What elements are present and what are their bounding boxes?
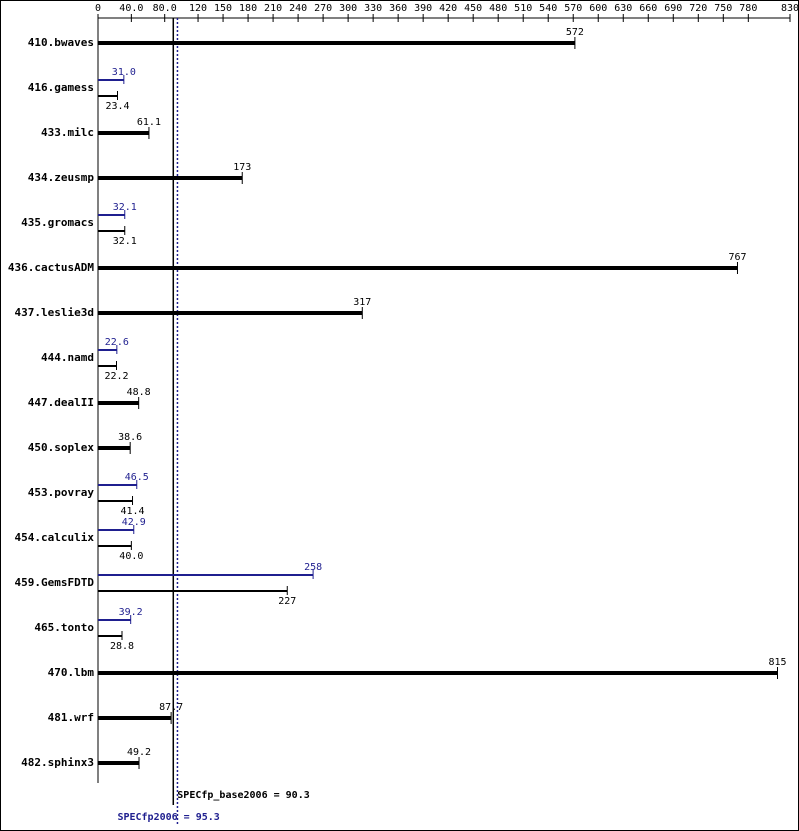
value-label: 28.8 bbox=[110, 641, 134, 652]
value-label: 41.4 bbox=[120, 506, 144, 517]
value-label: 32.1 bbox=[113, 236, 137, 247]
x-tick-label: 830 bbox=[781, 3, 799, 14]
value-label: 31.0 bbox=[112, 67, 136, 78]
bar bbox=[98, 635, 123, 637]
bar bbox=[98, 401, 139, 405]
x-tick-label: 570 bbox=[564, 3, 582, 14]
x-tick-label: 0 bbox=[95, 3, 101, 14]
category-label: 459.GemsFDTD bbox=[15, 576, 95, 589]
bar bbox=[98, 95, 118, 97]
value-label: 227 bbox=[278, 596, 296, 607]
x-tick-label: 450 bbox=[464, 3, 482, 14]
value-label: 258 bbox=[304, 562, 322, 573]
value-label: 39.2 bbox=[119, 607, 143, 618]
bar bbox=[98, 41, 575, 45]
category-label: 410.bwaves bbox=[28, 36, 94, 49]
value-label: 87.7 bbox=[159, 702, 183, 713]
bar bbox=[98, 529, 134, 531]
value-label: 767 bbox=[728, 252, 746, 263]
value-label: 815 bbox=[768, 657, 786, 668]
x-tick-label: 660 bbox=[639, 3, 657, 14]
x-tick-label: 390 bbox=[414, 3, 432, 14]
value-label: 317 bbox=[353, 297, 371, 308]
category-label: 482.sphinx3 bbox=[21, 756, 94, 769]
value-label: 49.2 bbox=[127, 747, 151, 758]
bar bbox=[98, 545, 132, 547]
bar bbox=[98, 484, 137, 486]
bar bbox=[98, 671, 778, 675]
x-tick-label: 360 bbox=[389, 3, 407, 14]
bar bbox=[98, 131, 149, 135]
bar bbox=[98, 176, 243, 180]
value-label: 46.5 bbox=[125, 472, 149, 483]
x-tick-label: 690 bbox=[664, 3, 682, 14]
category-label: 447.dealII bbox=[28, 396, 94, 409]
x-tick-label: 600 bbox=[589, 3, 607, 14]
value-label: 22.2 bbox=[104, 371, 128, 382]
bar bbox=[98, 214, 125, 216]
x-tick-label: 540 bbox=[539, 3, 557, 14]
bar bbox=[98, 619, 131, 621]
bar bbox=[98, 365, 117, 367]
value-label: 48.8 bbox=[127, 387, 151, 398]
x-tick-label: 510 bbox=[514, 3, 532, 14]
x-tick-label: 150 bbox=[214, 3, 232, 14]
category-label: 444.namd bbox=[41, 351, 94, 364]
x-tick-label: 720 bbox=[689, 3, 707, 14]
bar bbox=[98, 716, 172, 720]
bar bbox=[98, 446, 131, 450]
bar bbox=[98, 500, 133, 502]
value-label: 173 bbox=[233, 162, 251, 173]
bar bbox=[98, 574, 314, 576]
x-tick-label: 330 bbox=[364, 3, 382, 14]
x-tick-label: 630 bbox=[614, 3, 632, 14]
category-label: 453.povray bbox=[28, 486, 95, 499]
x-tick-label: 750 bbox=[714, 3, 732, 14]
x-tick-label: 120 bbox=[189, 3, 207, 14]
category-label: 470.lbm bbox=[48, 666, 95, 679]
value-label: 61.1 bbox=[137, 117, 161, 128]
value-label: 42.9 bbox=[122, 517, 146, 528]
bar bbox=[98, 311, 363, 315]
category-label: 433.milc bbox=[41, 126, 94, 139]
category-label: 435.gromacs bbox=[21, 216, 94, 229]
bar bbox=[98, 349, 117, 351]
category-label: 434.zeusmp bbox=[28, 171, 95, 184]
x-tick-label: 40.0 bbox=[119, 3, 143, 14]
x-tick-label: 480 bbox=[489, 3, 507, 14]
value-label: 40.0 bbox=[119, 551, 143, 562]
category-label: 416.gamess bbox=[28, 81, 94, 94]
x-tick-label: 270 bbox=[314, 3, 332, 14]
x-tick-label: 420 bbox=[439, 3, 457, 14]
value-label: 572 bbox=[566, 27, 584, 38]
x-tick-label: 80.0 bbox=[153, 3, 177, 14]
category-label: 481.wrf bbox=[48, 711, 94, 724]
bar bbox=[98, 79, 124, 81]
value-label: 22.6 bbox=[105, 337, 129, 348]
category-label: 436.cactusADM bbox=[8, 261, 94, 274]
bar bbox=[98, 761, 140, 765]
category-label: 454.calculix bbox=[15, 531, 95, 544]
category-label: 450.soplex bbox=[28, 441, 95, 454]
value-label: 38.6 bbox=[118, 432, 142, 443]
value-label: 32.1 bbox=[113, 202, 137, 213]
x-tick-label: 780 bbox=[739, 3, 757, 14]
reference-label: SPECfp_base2006 = 90.3 bbox=[177, 790, 309, 801]
category-label: 465.tonto bbox=[34, 621, 94, 634]
bar bbox=[98, 590, 288, 592]
x-tick-label: 240 bbox=[289, 3, 307, 14]
value-label: 23.4 bbox=[105, 101, 129, 112]
category-label: 437.leslie3d bbox=[15, 306, 94, 319]
reference-label: SPECfp2006 = 95.3 bbox=[117, 812, 219, 823]
x-tick-label: 180 bbox=[239, 3, 257, 14]
x-tick-label: 210 bbox=[264, 3, 282, 14]
bar bbox=[98, 266, 738, 270]
bar bbox=[98, 230, 125, 232]
x-tick-label: 300 bbox=[339, 3, 357, 14]
